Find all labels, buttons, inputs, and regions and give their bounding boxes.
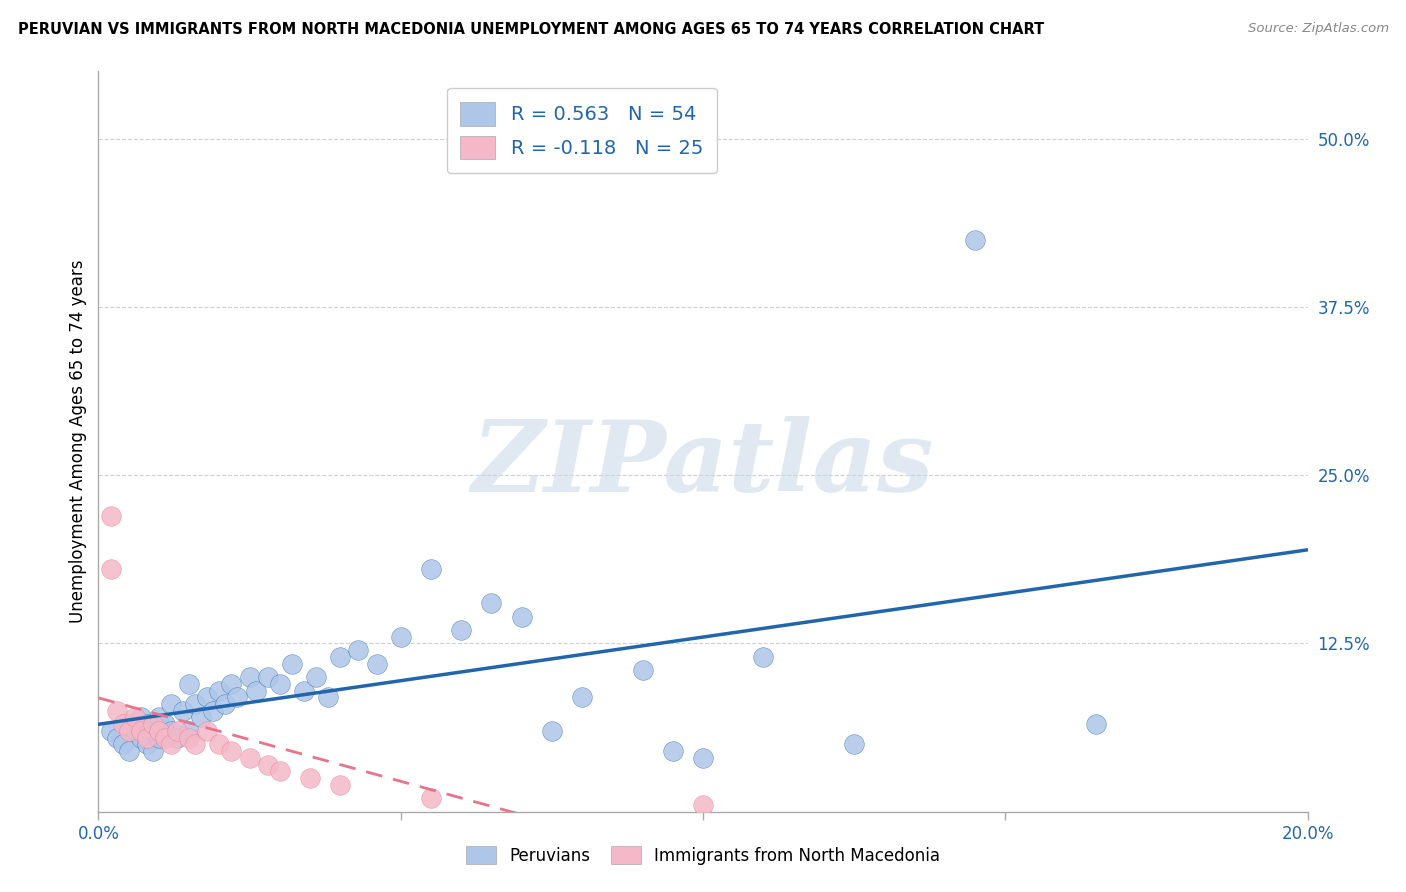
Point	[305, 670, 328, 684]
Point	[239, 751, 262, 765]
Point	[179, 677, 201, 691]
Point	[190, 710, 212, 724]
Point	[844, 738, 866, 752]
Text: Source: ZipAtlas.com: Source: ZipAtlas.com	[1249, 22, 1389, 36]
Text: ZIPatlas: ZIPatlas	[472, 416, 934, 512]
Point	[221, 677, 243, 691]
Point	[269, 764, 291, 779]
Point	[420, 791, 443, 805]
Point	[329, 649, 352, 664]
Point	[100, 562, 122, 576]
Point	[118, 717, 141, 731]
Point	[160, 738, 183, 752]
Point	[692, 797, 714, 812]
Point	[292, 683, 315, 698]
Point	[450, 623, 472, 637]
Point	[226, 690, 249, 705]
Point	[202, 704, 225, 718]
Point	[245, 683, 267, 698]
Point	[184, 697, 207, 711]
Point	[510, 609, 533, 624]
Point	[142, 717, 165, 731]
Point	[965, 233, 987, 247]
Point	[661, 744, 683, 758]
Point	[160, 723, 183, 738]
Point	[142, 744, 165, 758]
Point	[179, 723, 201, 738]
Point	[571, 690, 593, 705]
Point	[129, 731, 152, 745]
Point	[148, 723, 170, 738]
Point	[129, 710, 152, 724]
Point	[752, 649, 775, 664]
Point	[124, 723, 146, 738]
Point	[124, 710, 146, 724]
Point	[153, 717, 176, 731]
Point	[299, 771, 322, 785]
Point	[221, 744, 243, 758]
Point	[239, 670, 262, 684]
Point	[1085, 717, 1108, 731]
Point	[166, 723, 188, 738]
Point	[111, 717, 134, 731]
Point	[148, 710, 170, 724]
Point	[256, 757, 278, 772]
Point	[208, 683, 231, 698]
Point	[195, 723, 218, 738]
Point	[631, 664, 654, 678]
Point	[366, 657, 388, 671]
Point	[118, 744, 141, 758]
Point	[129, 723, 152, 738]
Point	[135, 731, 157, 745]
Point	[135, 738, 157, 752]
Point	[269, 677, 291, 691]
Point	[166, 731, 188, 745]
Point	[208, 738, 231, 752]
Point	[135, 717, 157, 731]
Point	[481, 596, 503, 610]
Text: PERUVIAN VS IMMIGRANTS FROM NORTH MACEDONIA UNEMPLOYMENT AMONG AGES 65 TO 74 YEA: PERUVIAN VS IMMIGRANTS FROM NORTH MACEDO…	[18, 22, 1045, 37]
Point	[347, 643, 370, 657]
Point	[111, 738, 134, 752]
Point	[420, 562, 443, 576]
Point	[105, 704, 128, 718]
Point	[389, 630, 412, 644]
Point	[540, 723, 562, 738]
Legend: Peruvians, Immigrants from North Macedonia: Peruvians, Immigrants from North Macedon…	[458, 838, 948, 873]
Point	[316, 690, 339, 705]
Point	[118, 723, 141, 738]
Point	[160, 697, 183, 711]
Point	[195, 690, 218, 705]
Point	[105, 731, 128, 745]
Point	[100, 723, 122, 738]
Point	[256, 670, 278, 684]
Point	[172, 704, 194, 718]
Point	[148, 731, 170, 745]
Point	[281, 657, 304, 671]
Point	[100, 508, 122, 523]
Point	[329, 778, 352, 792]
Point	[153, 731, 176, 745]
Legend: R = 0.563   N = 54, R = -0.118   N = 25: R = 0.563 N = 54, R = -0.118 N = 25	[447, 88, 717, 173]
Point	[184, 738, 207, 752]
Point	[214, 697, 236, 711]
Point	[142, 723, 165, 738]
Point	[179, 731, 201, 745]
Point	[692, 751, 714, 765]
Y-axis label: Unemployment Among Ages 65 to 74 years: Unemployment Among Ages 65 to 74 years	[69, 260, 87, 624]
